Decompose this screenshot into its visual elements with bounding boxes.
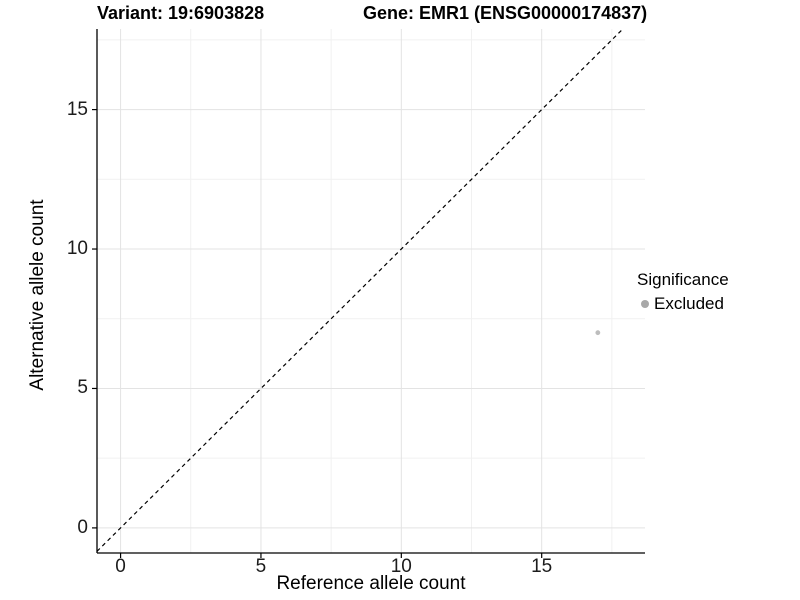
data-point [595, 330, 601, 336]
gene-title: Gene: EMR1 (ENSG00000174837) [363, 3, 648, 23]
x-tick-label: 5 [255, 556, 267, 577]
variant-title: Variant: 19:6903828 [97, 3, 265, 23]
legend-title: Significance [637, 270, 729, 289]
legend-item-label: Excluded [654, 294, 724, 313]
y-axis-title: Alternative allele count [27, 199, 48, 391]
x-tick-label: 10 [390, 556, 412, 577]
y-tick-label: 10 [66, 238, 88, 260]
y-tick-label: 5 [77, 377, 88, 399]
x-axis-title: Reference allele count [276, 573, 466, 594]
legend-item-excluded: Excluded [637, 294, 729, 314]
x-tick-label: 15 [531, 556, 553, 577]
excluded-dot-icon [641, 300, 649, 308]
x-tick-label: 0 [115, 556, 126, 577]
legend: Significance Excluded [637, 270, 729, 314]
y-tick-label: 15 [66, 98, 88, 120]
identity-dashed-line [96, 28, 624, 552]
y-tick-label: 0 [77, 516, 88, 538]
